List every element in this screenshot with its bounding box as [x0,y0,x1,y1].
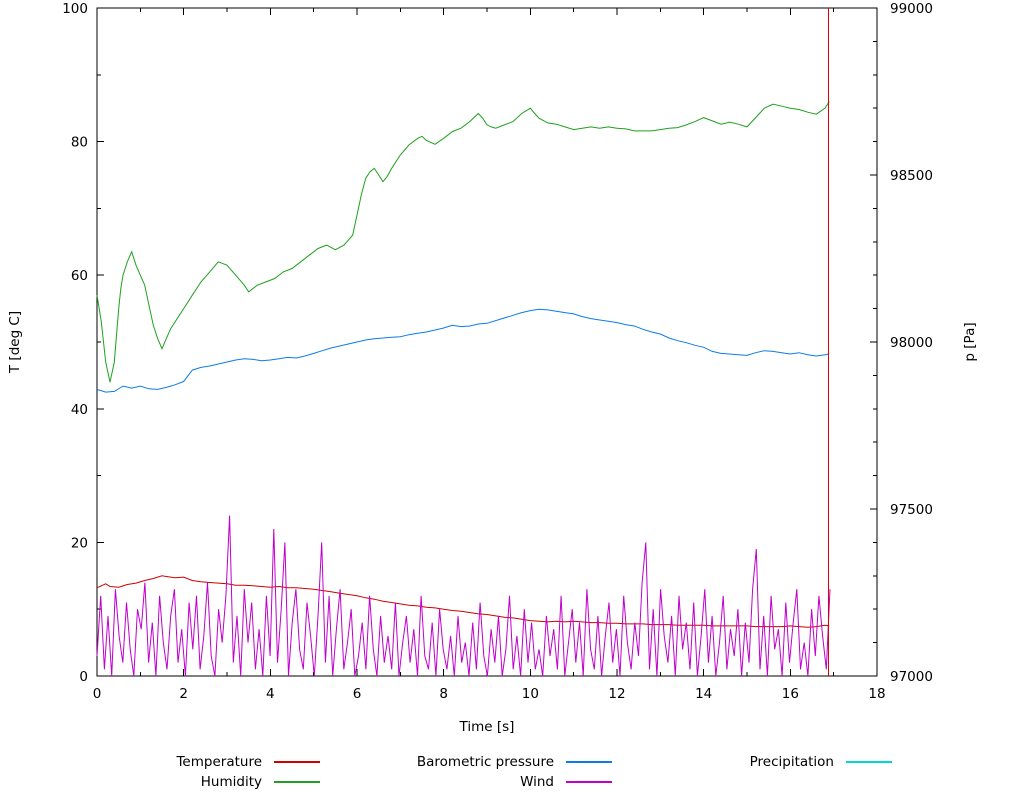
series-temperature [96,575,830,628]
legend-item-barometric-pressure: Barometric pressure [0,754,612,770]
y-left-tick-label: 20 [71,535,88,551]
x-tick-label: 10 [522,686,539,702]
legend-item-humidity: Humidity [0,774,320,790]
x-axis-title: Time [s] [459,719,515,735]
y-right-axis-title: p [Pa] [962,322,978,361]
y-right-tick-label: 98500 [890,168,933,184]
x-tick-label: 0 [93,686,102,702]
legend-label-wind: Wind [520,774,554,790]
y-left-tick-label: 0 [79,669,88,685]
x-tick-label: 12 [608,686,625,702]
series-humidity [96,101,830,383]
series-wind [96,515,831,677]
y-left-tick-label: 80 [71,135,88,151]
legend-item-wind: Wind [0,774,612,790]
y-right-axis: 97000 97500 98000 98500 99000 p [Pa] [870,1,978,685]
y-right-tick-label: 97000 [890,669,933,685]
legend-label-barometric-pressure: Barometric pressure [416,754,554,770]
legend-line-precipitation-icon [846,761,892,763]
series-barometric-pressure [96,308,830,393]
x-tick-label: 16 [782,686,799,702]
legend-item-temperature: Temperature [0,754,320,770]
y-right-tick-label: 98000 [890,335,933,351]
x-tick-label: 6 [353,686,362,702]
y-left-axis-title: T [deg C] [7,311,23,374]
legend-label-temperature: Temperature [176,754,262,770]
y-left-tick-label: 40 [71,402,88,418]
legend-line-barometric-pressure-icon [566,761,612,763]
y-left-axis: 0 20 40 60 80 100 T [deg C] [7,1,104,685]
x-tick-label: 14 [695,686,712,702]
x-tick-label: 8 [439,686,448,702]
legend-line-humidity-icon [274,781,320,783]
y-right-tick-label: 99000 [890,1,933,17]
x-tick-label: 18 [868,686,885,702]
legend-item-precipitation: Precipitation [0,754,892,770]
x-axis: 0 2 4 6 8 10 12 14 16 18 Time [s] [93,8,886,735]
legend-line-temperature-icon [274,761,320,763]
legend-label-precipitation: Precipitation [749,754,834,770]
plot-border [96,7,878,677]
x-tick-label: 4 [266,686,275,702]
legend-line-wind-icon [566,781,612,783]
y-right-tick-label: 97500 [890,502,933,518]
x-tick-label: 2 [179,686,188,702]
y-left-tick-label: 100 [62,1,88,17]
legend-label-humidity: Humidity [200,774,262,790]
y-left-tick-label: 60 [71,268,88,284]
